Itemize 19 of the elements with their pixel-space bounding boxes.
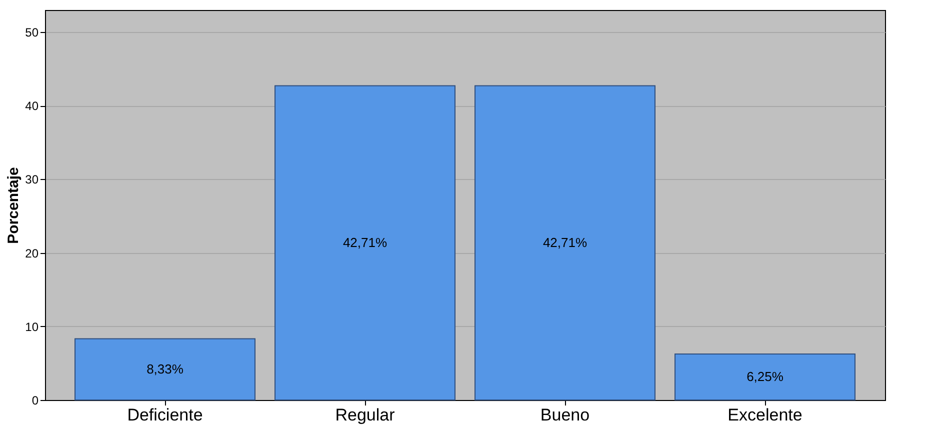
data-label: 8,33% [146, 361, 184, 376]
y-tick-label: 50 [25, 26, 39, 40]
y-tick-label: 40 [25, 99, 39, 114]
x-tick-label: Excelente [728, 406, 802, 424]
data-label: 42,71% [542, 234, 588, 250]
data-label: 42,71% [342, 234, 388, 250]
x-tick-label: Deficiente [127, 406, 203, 424]
bar [74, 338, 256, 400]
bar [274, 85, 456, 400]
x-tick-label: Regular [335, 406, 396, 424]
y-tick-label: 20 [25, 246, 39, 260]
y-tick-label: 10 [25, 320, 39, 334]
y-axis-title: Porcentaje [5, 167, 22, 244]
data-label: 6,25% [746, 369, 784, 384]
bar [674, 354, 856, 400]
bar [474, 85, 656, 400]
y-tick-label: 30 [25, 172, 39, 187]
y-tick-label: 0 [32, 394, 39, 408]
x-tick-label: Bueno [540, 406, 590, 424]
